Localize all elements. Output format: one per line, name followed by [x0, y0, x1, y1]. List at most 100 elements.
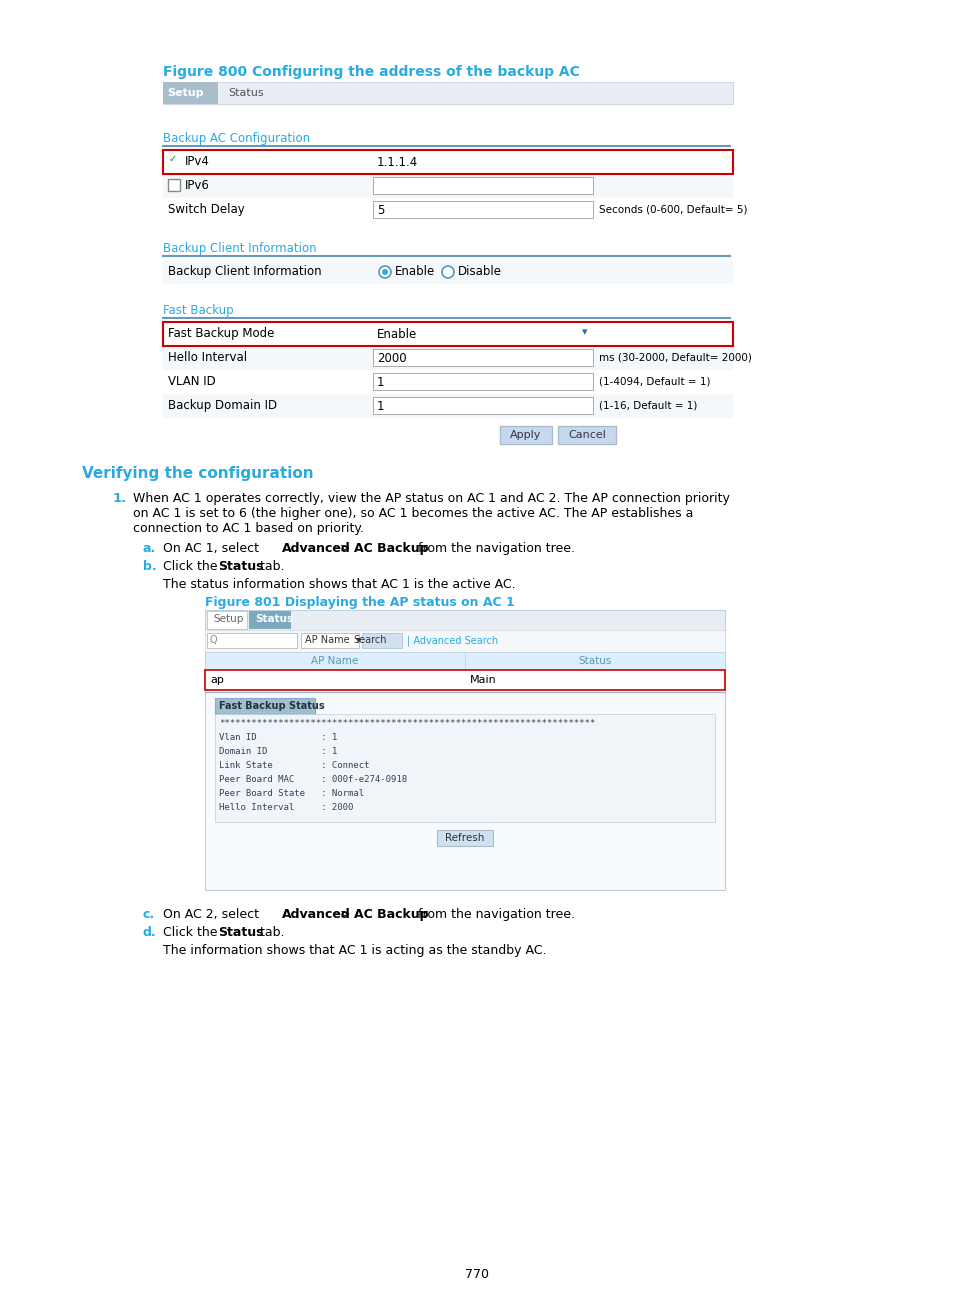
Text: Advanced: Advanced: [282, 542, 351, 555]
Text: When AC 1 operates correctly, view the AP status on AC 1 and AC 2. The AP connec: When AC 1 operates correctly, view the A…: [132, 492, 729, 505]
Text: Peer Board State   : Normal: Peer Board State : Normal: [219, 789, 364, 798]
Text: a.: a.: [143, 542, 156, 555]
Text: b.: b.: [143, 560, 156, 573]
Circle shape: [378, 266, 391, 279]
Text: from the navigation tree.: from the navigation tree.: [414, 542, 575, 555]
Text: Domain ID          : 1: Domain ID : 1: [219, 746, 337, 756]
Text: AP Name: AP Name: [311, 656, 358, 666]
Text: Peer Board MAC     : 000f-e274-0918: Peer Board MAC : 000f-e274-0918: [219, 775, 407, 784]
Text: Q: Q: [210, 635, 217, 645]
Bar: [373, 178, 593, 194]
Text: On AC 1, select: On AC 1, select: [163, 542, 263, 555]
Bar: [168, 179, 180, 191]
Bar: [373, 373, 593, 390]
Bar: [207, 632, 296, 648]
Text: ap: ap: [210, 675, 224, 686]
Bar: [249, 610, 291, 629]
Text: tab.: tab.: [255, 560, 284, 573]
Text: 5: 5: [376, 203, 384, 216]
Text: Status: Status: [254, 614, 293, 623]
Text: Disable: Disable: [457, 264, 501, 279]
Text: d.: d.: [143, 927, 156, 940]
Text: connection to AC 1 based on priority.: connection to AC 1 based on priority.: [132, 522, 364, 535]
Text: from the navigation tree.: from the navigation tree.: [414, 908, 575, 921]
Bar: [558, 426, 616, 445]
Bar: [436, 829, 493, 846]
Bar: [163, 174, 732, 198]
Bar: [205, 610, 724, 630]
Bar: [373, 201, 593, 218]
Text: AC Backup: AC Backup: [354, 542, 428, 555]
Text: ms (30-2000, Default= 2000): ms (30-2000, Default= 2000): [598, 353, 751, 362]
Text: c.: c.: [143, 908, 155, 921]
Bar: [205, 610, 724, 890]
Text: ✓: ✓: [169, 154, 177, 165]
Text: **********************************************************************: ****************************************…: [219, 719, 595, 728]
Bar: [163, 82, 732, 104]
Text: (1-16, Default = 1): (1-16, Default = 1): [598, 400, 697, 410]
Circle shape: [381, 270, 388, 275]
Bar: [205, 670, 724, 689]
Text: | Advanced Search: | Advanced Search: [407, 635, 497, 645]
Bar: [163, 346, 732, 369]
Text: Enable: Enable: [395, 264, 435, 279]
Text: Click the: Click the: [163, 560, 221, 573]
Text: Verifying the configuration: Verifying the configuration: [82, 467, 314, 481]
Bar: [214, 714, 714, 822]
Text: 1: 1: [376, 376, 384, 389]
Text: Apply: Apply: [510, 430, 541, 441]
Bar: [373, 325, 593, 342]
Text: Hello Interval: Hello Interval: [168, 351, 247, 364]
Circle shape: [441, 266, 454, 279]
Text: Backup Client Information: Backup Client Information: [163, 242, 316, 255]
Text: Status: Status: [218, 560, 263, 573]
Text: Advanced: Advanced: [282, 908, 351, 921]
Bar: [373, 349, 593, 365]
Text: Status: Status: [228, 88, 263, 98]
Text: (1-4094, Default = 1): (1-4094, Default = 1): [598, 376, 710, 386]
Bar: [163, 369, 732, 394]
Text: Fast Backup Mode: Fast Backup Mode: [168, 327, 274, 340]
Text: Status: Status: [218, 927, 263, 940]
Text: AC Backup: AC Backup: [354, 908, 428, 921]
Text: Seconds (0-600, Default= 5): Seconds (0-600, Default= 5): [598, 203, 747, 214]
Text: On AC 2, select: On AC 2, select: [163, 908, 263, 921]
Text: 1.1.1.4: 1.1.1.4: [376, 156, 417, 168]
Text: Click the: Click the: [163, 927, 221, 940]
Bar: [499, 426, 552, 445]
Text: Refresh: Refresh: [445, 833, 484, 842]
Bar: [163, 260, 732, 284]
Text: 1: 1: [376, 400, 384, 413]
Text: Vlan ID            : 1: Vlan ID : 1: [219, 734, 337, 743]
Bar: [373, 397, 593, 413]
Bar: [207, 610, 247, 629]
Bar: [205, 630, 724, 652]
Text: 1.: 1.: [112, 492, 127, 505]
Bar: [168, 156, 180, 167]
Text: Backup AC Configuration: Backup AC Configuration: [163, 132, 310, 145]
Text: VLAN ID: VLAN ID: [168, 375, 215, 388]
Text: IPv4: IPv4: [185, 156, 210, 168]
Text: Main: Main: [470, 675, 497, 686]
Bar: [361, 632, 401, 648]
Bar: [301, 632, 358, 648]
Text: 2000: 2000: [376, 353, 406, 365]
Bar: [163, 394, 732, 419]
Text: Enable: Enable: [376, 328, 416, 341]
Bar: [214, 699, 314, 714]
Text: Status: Status: [578, 656, 611, 666]
Text: Backup Client Information: Backup Client Information: [168, 264, 321, 279]
Text: Search: Search: [353, 635, 386, 645]
Bar: [163, 321, 732, 346]
Bar: [163, 198, 732, 222]
Text: The status information shows that AC 1 is the active AC.: The status information shows that AC 1 i…: [163, 578, 515, 591]
Bar: [205, 652, 724, 670]
Text: Fast Backup Status: Fast Backup Status: [219, 701, 324, 712]
Text: >: >: [335, 542, 355, 555]
Text: Fast Backup: Fast Backup: [163, 305, 233, 318]
Bar: [580, 325, 593, 342]
Text: on AC 1 is set to 6 (the higher one), so AC 1 becomes the active AC. The AP esta: on AC 1 is set to 6 (the higher one), so…: [132, 507, 693, 520]
Text: Link State         : Connect: Link State : Connect: [219, 761, 369, 770]
Text: Setup: Setup: [213, 614, 243, 623]
Text: tab.: tab.: [255, 927, 284, 940]
